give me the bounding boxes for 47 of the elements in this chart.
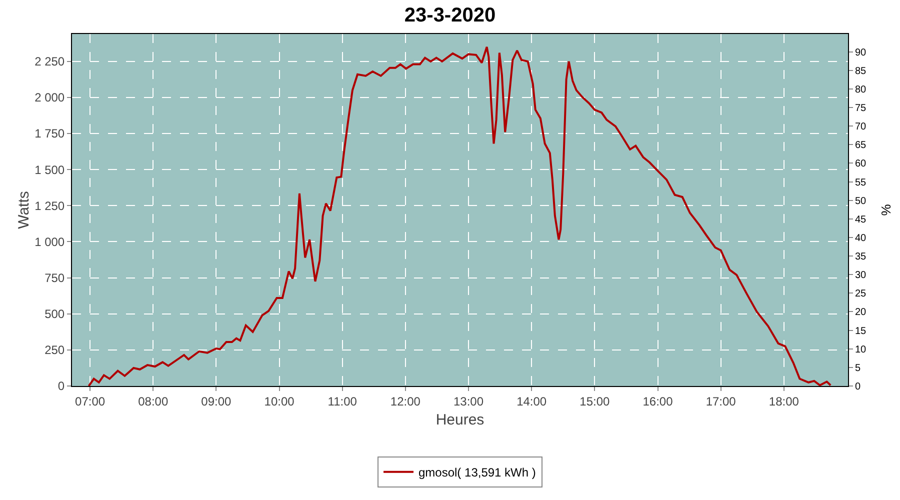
y-axis-title: Watts: [16, 191, 33, 229]
y2-tick-label: 0: [855, 382, 861, 392]
y2-tick-label: 5: [855, 362, 861, 374]
x-tick-label: 12:00: [390, 394, 421, 408]
y-tick-label: 250: [44, 343, 65, 358]
x-tick-label: 16:00: [642, 394, 674, 408]
y-tick-label: 1 500: [34, 162, 65, 177]
y2-tick-label: 30: [855, 270, 867, 282]
y2-tick-label: 10: [855, 344, 867, 356]
x-tick-label: 17:00: [706, 394, 736, 408]
y2-tick-label: 40: [855, 232, 867, 244]
x-tick-label: 13:00: [454, 394, 484, 408]
y2-tick-label: 85: [855, 66, 867, 77]
y-tick-label: 1 750: [34, 126, 65, 141]
x-tick-label: 14:00: [516, 394, 547, 408]
y-tick-label: 0: [58, 379, 65, 394]
y-tick-label: 1 250: [34, 198, 65, 213]
y2-tick-label: 25: [855, 288, 867, 300]
y2-tick-label: 20: [855, 307, 867, 318]
y2-tick-label: 75: [855, 103, 867, 114]
y2-axis-title: %: [878, 204, 894, 216]
line-series: [88, 46, 832, 386]
x-tick-label: 07:00: [75, 394, 106, 408]
x-tick-label: 18:00: [768, 394, 800, 408]
y-tick-label: 1 000: [34, 234, 65, 249]
x-tick-label: 15:00: [580, 394, 610, 408]
y2-tick-label: 35: [855, 252, 867, 263]
x-tick-label: 09:00: [201, 394, 232, 408]
y2-tick-label: 15: [855, 326, 867, 337]
x-tick-label: 08:00: [138, 394, 168, 408]
y2-tick-label: 45: [855, 214, 867, 226]
y-tick-label: 2 250: [34, 54, 65, 69]
chart-title: 23-3-2020: [404, 4, 496, 26]
y-tick-label: 750: [44, 271, 65, 285]
y2-tick-label: 90: [855, 47, 867, 58]
y-tick-label: 2 000: [34, 90, 65, 105]
y-tick-label: 500: [44, 307, 65, 322]
y2-tick-label: 55: [855, 177, 867, 188]
x-tick-label: 10:00: [264, 394, 295, 408]
x-tick-label: 11:00: [328, 394, 358, 408]
y2-tick-label: 80: [855, 84, 867, 96]
y2-tick-label: 50: [855, 196, 867, 207]
y2-tick-label: 70: [855, 122, 867, 133]
legend-label: gmosol( 13,591 kWh ): [418, 466, 536, 480]
y2-tick-label: 65: [855, 140, 867, 152]
x-axis-title: Heures: [436, 411, 484, 428]
y2-tick-label: 60: [855, 158, 867, 170]
